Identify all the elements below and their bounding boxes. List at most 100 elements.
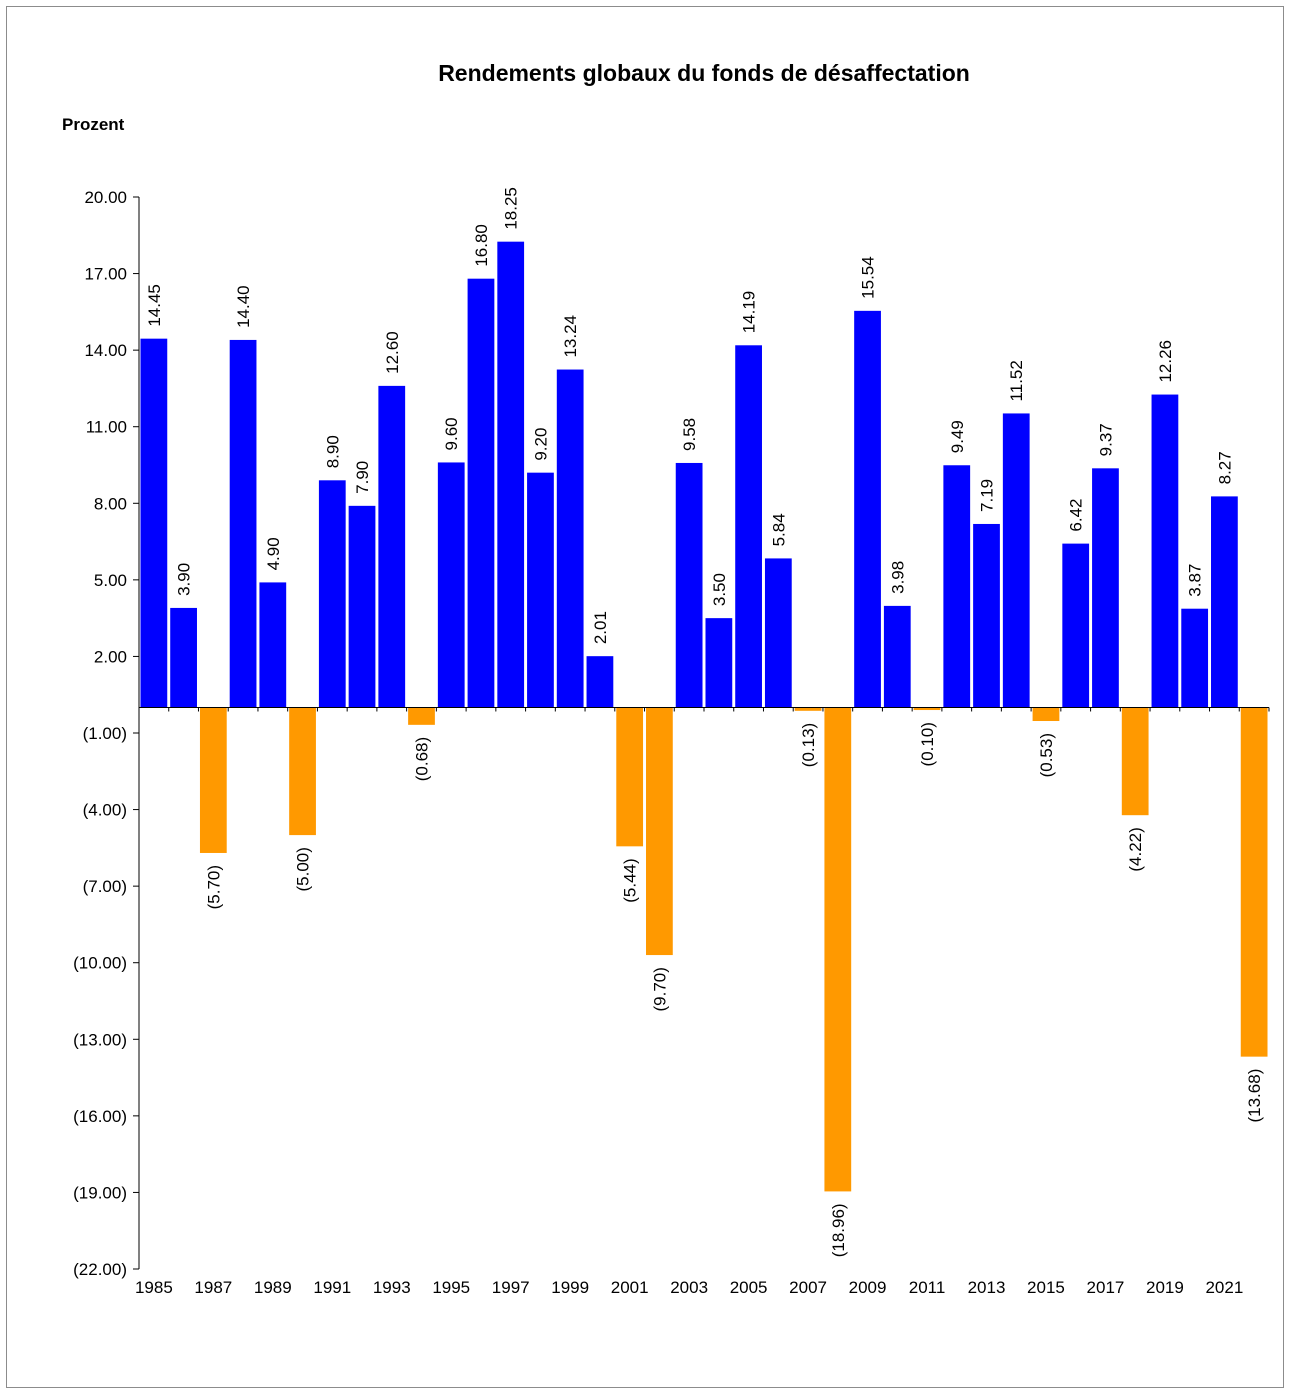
bar-2000 xyxy=(586,656,614,708)
chart-svg: Rendements globaux du fonds de désaffect… xyxy=(62,60,1270,1297)
x-tick-label: 2007 xyxy=(789,1278,827,1297)
bar-1992 xyxy=(348,505,376,708)
x-tick-label: 1989 xyxy=(254,1278,292,1297)
data-label-2006: 5.84 xyxy=(769,513,788,546)
data-label-1985: 14.45 xyxy=(145,284,164,327)
bar-1994 xyxy=(408,707,435,725)
data-label-1993: 12.60 xyxy=(383,331,402,374)
data-label-1995: 9.60 xyxy=(442,417,461,450)
y-tick-label: 17.00 xyxy=(84,265,127,284)
bars-group xyxy=(140,241,1268,1192)
x-tick-label: 2019 xyxy=(1146,1278,1184,1297)
x-tick-label: 1991 xyxy=(313,1278,351,1297)
bar-1993 xyxy=(378,385,406,708)
y-tick-label: (22.00) xyxy=(73,1260,127,1279)
data-label-2000: 2.01 xyxy=(591,611,610,644)
y-tick-label: 2.00 xyxy=(94,647,127,666)
bar-2020 xyxy=(1181,608,1209,708)
y-tick-label: 5.00 xyxy=(94,571,127,590)
data-label-1996: 16.80 xyxy=(472,224,491,267)
data-label-2016: 6.42 xyxy=(1067,499,1086,532)
y-tick-label: (1.00) xyxy=(83,724,127,743)
chart-frame: Rendements globaux du fonds de désaffect… xyxy=(6,6,1284,1388)
data-label-2011: (0.10) xyxy=(918,722,937,766)
x-tick-label: 2003 xyxy=(670,1278,708,1297)
x-tick-label: 2011 xyxy=(909,1278,946,1297)
y-tick-label: (10.00) xyxy=(73,954,127,973)
bar-2010 xyxy=(883,605,911,708)
x-tick-label: 2005 xyxy=(730,1278,768,1297)
data-label-1994: (0.68) xyxy=(413,737,432,781)
data-label-1991: 8.90 xyxy=(323,435,342,468)
x-tick-label: 2013 xyxy=(968,1278,1006,1297)
data-label-2020: 3.87 xyxy=(1186,564,1205,597)
bar-2014 xyxy=(1002,413,1030,708)
bar-1987 xyxy=(199,707,227,853)
bar-2008 xyxy=(824,707,852,1192)
y-tick-label: (7.00) xyxy=(83,877,127,896)
bar-2013 xyxy=(973,523,1000,708)
data-label-2010: 3.98 xyxy=(888,561,907,594)
bar-2002 xyxy=(646,707,673,956)
y-tick-label: (13.00) xyxy=(73,1030,127,1049)
data-label-2014: 11.52 xyxy=(1007,360,1026,401)
bar-1997 xyxy=(497,241,525,708)
bar-2005 xyxy=(735,345,762,708)
data-label-2022: (13.68) xyxy=(1245,1069,1264,1123)
bar-2009 xyxy=(854,310,881,708)
x-tick-label: 1995 xyxy=(432,1278,470,1297)
bar-2018 xyxy=(1121,707,1149,816)
bar-1988 xyxy=(229,339,257,708)
bar-2019 xyxy=(1151,394,1179,708)
bar-2001 xyxy=(616,707,644,847)
x-tick-label: 1987 xyxy=(194,1278,232,1297)
x-tick-label: 1997 xyxy=(492,1278,530,1297)
data-label-2013: 7.19 xyxy=(978,479,997,512)
x-tick-label: 2021 xyxy=(1205,1278,1243,1297)
x-tick-label: 1993 xyxy=(373,1278,411,1297)
bar-1990 xyxy=(289,707,316,836)
data-label-1990: (5.00) xyxy=(294,847,313,891)
data-label-2012: 9.49 xyxy=(948,420,967,453)
bar-1996 xyxy=(467,278,495,708)
data-label-2017: 9.37 xyxy=(1096,423,1115,456)
data-label-1987: (5.70) xyxy=(204,865,223,909)
data-label-1989: 4.90 xyxy=(264,537,283,570)
bar-1995 xyxy=(437,462,465,708)
bar-1998 xyxy=(527,472,554,708)
axes-group: 20.00 17.00 14.00 11.00 8.00 5.00 2.00 (1.00) (4… xyxy=(73,188,1270,1297)
data-label-1986: 3.90 xyxy=(175,563,194,596)
data-label-2019: 12.26 xyxy=(1156,340,1175,383)
data-label-1999: 13.24 xyxy=(561,315,580,358)
bar-1991 xyxy=(318,480,346,708)
bar-1989 xyxy=(259,582,287,708)
data-label-2005: 14.19 xyxy=(740,291,759,334)
bar-1999 xyxy=(556,369,584,708)
bar-2022 xyxy=(1240,707,1268,1057)
y-tick-label: (16.00) xyxy=(73,1107,127,1126)
bar-2012 xyxy=(943,465,971,708)
x-tick-label: 2009 xyxy=(849,1278,887,1297)
data-label-1998: 9.20 xyxy=(531,428,550,461)
x-tick-label: 1999 xyxy=(551,1278,589,1297)
data-label-2004: 3.50 xyxy=(710,573,729,606)
bar-2017 xyxy=(1092,468,1119,708)
y-tick-label: 8.00 xyxy=(94,494,127,513)
data-label-1992: 7.90 xyxy=(353,461,372,494)
data-label-2018: (4.22) xyxy=(1126,827,1145,871)
data-label-2009: 15.54 xyxy=(859,256,878,299)
data-label-1997: 18.25 xyxy=(502,187,521,230)
data-label-2008: (18.96) xyxy=(829,1203,848,1257)
x-tick-label: 2017 xyxy=(1087,1278,1125,1297)
y-tick-label: 20.00 xyxy=(84,188,127,207)
bar-2011 xyxy=(913,707,941,711)
data-label-1988: 14.40 xyxy=(234,285,253,328)
y-axis-unit-label: Prozent xyxy=(62,115,125,134)
data-labels-group: 14.45 3.90 (5.70) 14.40 4.90 (5.00) 8.90 7.90 12… xyxy=(145,187,1264,1257)
data-label-2001: (5.44) xyxy=(621,858,640,902)
y-tick-label: 14.00 xyxy=(84,341,127,360)
x-tick-label: 2001 xyxy=(611,1278,649,1297)
bar-2021 xyxy=(1211,496,1238,708)
bar-1985 xyxy=(140,338,168,708)
data-label-2007: (0.13) xyxy=(799,723,818,767)
